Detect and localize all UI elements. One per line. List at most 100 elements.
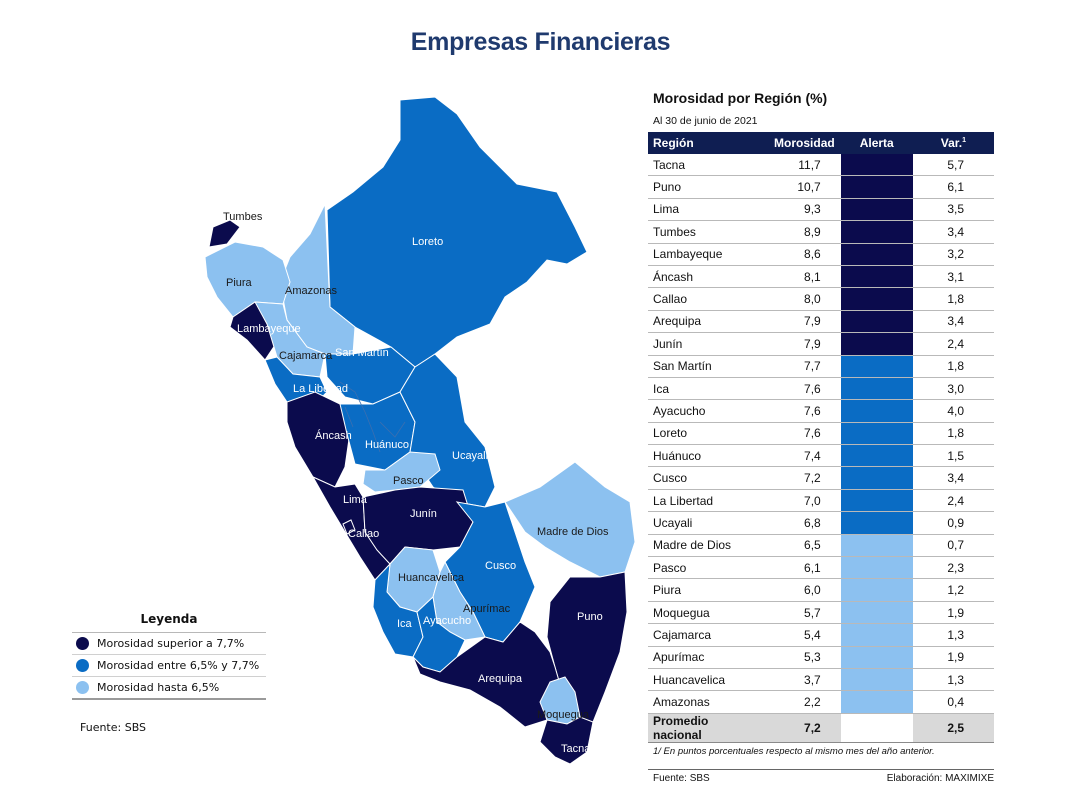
cell-region: Huánuco (648, 444, 759, 468)
header-var-label: Var. (940, 136, 963, 150)
cell-morosidad: 9,3 (758, 198, 841, 222)
legend-label-low: Morosidad hasta 6,5% (97, 681, 220, 694)
cell-morosidad: 8,1 (758, 265, 841, 289)
legend-item-mid: Morosidad entre 6,5% y 7,7% (72, 655, 266, 677)
cell-var: 1,8 (912, 355, 994, 378)
peru-map-svg: Tumbes Piura Amazonas Lambayeque Cajamar… (204, 96, 636, 765)
cell-alerta (840, 422, 913, 446)
cell-region: Pasco (648, 556, 759, 580)
legend-label-mid: Morosidad entre 6,5% y 7,7% (97, 659, 260, 672)
label-la-libertad: La Libertad (293, 383, 348, 395)
cell-morosidad: 10,7 (758, 175, 841, 199)
cell-var: 1,2 (912, 578, 994, 602)
morosidad-table: Región Morosidad Alerta Var.1 Tacna 11,7 5… (648, 132, 994, 743)
cell-var: 1,5 (912, 444, 994, 468)
table-row: Apurímac 5,3 1,9 (648, 646, 994, 669)
cell-morosidad: 7,6 (758, 399, 841, 423)
cell-morosidad: 8,9 (758, 220, 841, 244)
alert-fill-low (840, 646, 913, 668)
alert-fill-low (840, 601, 913, 624)
table-source: Fuente: SBS (653, 772, 710, 784)
cell-morosidad: 5,3 (758, 646, 841, 669)
cell-alerta (840, 556, 913, 580)
cell-morosidad: 7,4 (758, 444, 841, 468)
label-ancash: Áncash (315, 429, 352, 442)
alert-fill-mid (840, 422, 913, 445)
cell-region: Tumbes (648, 220, 759, 244)
region-tumbes (208, 219, 241, 248)
alert-fill-low (840, 668, 913, 691)
table-row: Lambayeque 8,6 3,2 (648, 243, 994, 266)
legend-swatch-mid (76, 659, 89, 672)
alert-fill-low (840, 557, 913, 579)
alert-fill-mid (840, 400, 913, 422)
cell-alerta (840, 646, 913, 669)
map-legend: Leyenda Morosidad superior a 7,7% Morosi… (72, 612, 266, 700)
cell-alerta (840, 198, 913, 222)
cell-alerta (840, 690, 913, 714)
region-callao (342, 519, 356, 535)
cell-region: Puno (648, 175, 759, 199)
alert-fill-low (840, 691, 913, 713)
cell-region: Madre de Dios (648, 534, 759, 558)
alert-fill-high (840, 265, 913, 288)
alert-fill-low (840, 579, 913, 601)
header-morosidad: Morosidad (758, 132, 841, 154)
label-arequipa: Arequipa (478, 673, 523, 685)
cell-alerta (840, 265, 913, 289)
cell-morosidad: 5,4 (758, 623, 841, 647)
cell-average-alerta (840, 713, 913, 743)
cell-var: 2,4 (912, 332, 994, 356)
header-alerta: Alerta (840, 132, 913, 154)
cell-var: 4,0 (912, 399, 994, 423)
cell-region: Cusco (648, 466, 759, 490)
header-var-superscript: 1 (962, 137, 966, 144)
cell-alerta (840, 310, 913, 334)
cell-var: 3,4 (912, 310, 994, 334)
cell-morosidad: 2,2 (758, 690, 841, 714)
table-row: Huánuco 7,4 1,5 (648, 444, 994, 468)
alert-fill-high (840, 333, 913, 355)
table-row: Moquegua 5,7 1,9 (648, 601, 994, 625)
label-amazonas: Amazonas (285, 285, 337, 297)
alert-fill-low (840, 534, 913, 557)
alert-fill-mid (840, 445, 913, 467)
cell-region: Cajamarca (648, 623, 759, 647)
table-row: Loreto 7,6 1,8 (648, 422, 994, 446)
cell-var: 3,2 (912, 243, 994, 266)
cell-region: Piura (648, 578, 759, 602)
label-cusco: Cusco (485, 560, 516, 572)
cell-var: 3,0 (912, 377, 994, 401)
cell-alerta (840, 489, 913, 513)
alert-fill-mid (840, 512, 913, 534)
table-row: Ica 7,6 3,0 (648, 377, 994, 401)
table-subtitle: Al 30 de junio de 2021 (653, 115, 758, 127)
cell-region: Ayacucho (648, 399, 759, 423)
table-row-average: Promedio nacional 7,2 2,5 (648, 713, 994, 743)
cell-alerta (840, 154, 913, 177)
table-title: Morosidad por Región (%) (653, 90, 828, 106)
label-lima: Lima (343, 494, 368, 506)
table-row: Junín 7,9 2,4 (648, 332, 994, 356)
header-region: Región (648, 132, 759, 154)
map-internal-lines (339, 381, 406, 453)
table-note: 1/ En puntos porcentuales respecto al mi… (653, 745, 935, 757)
cell-region: Loreto (648, 422, 759, 446)
label-piura: Piura (226, 277, 253, 289)
cell-morosidad: 7,2 (758, 466, 841, 490)
cell-var: 3,4 (912, 466, 994, 490)
cell-region: San Martín (648, 355, 759, 378)
cell-morosidad: 6,1 (758, 556, 841, 580)
cell-morosidad: 8,6 (758, 243, 841, 266)
label-tacna: Tacna (561, 743, 591, 755)
label-huancavelica: Huancavelica (398, 572, 465, 584)
table-row: Huancavelica 3,7 1,3 (648, 668, 994, 692)
cell-region: Tacna (648, 154, 759, 177)
label-callao: Callao (348, 528, 379, 540)
cell-var: 1,3 (912, 623, 994, 647)
alert-fill-high (840, 310, 913, 333)
cell-morosidad: 8,0 (758, 287, 841, 311)
alert-fill-mid (840, 377, 913, 400)
label-ucayali: Ucayali (452, 450, 488, 462)
label-cajamarca: Cajamarca (279, 350, 333, 362)
